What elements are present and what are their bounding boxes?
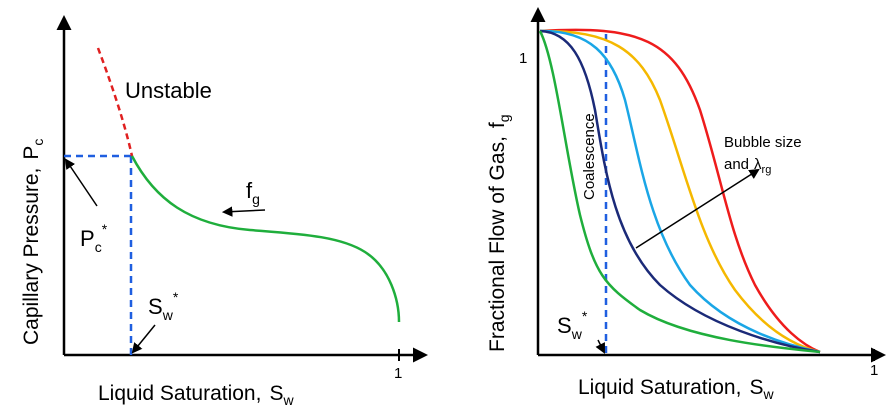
unstable-label: Unstable	[125, 78, 212, 103]
right-sw-star-label: Sw*	[557, 308, 588, 342]
right-panel: 1 1 Coalescence Bubble size and λrg Sw* L…	[486, 7, 886, 402]
right-sw-star-pointer	[595, 339, 605, 354]
curve-navy	[539, 29, 821, 354]
bubble-size-label: Bubble size	[724, 134, 802, 151]
stable-capillary-curve	[130, 155, 401, 323]
right-x-axis-title: Liquid Saturation, Sw	[578, 376, 774, 402]
coalescence-label: Coalescence	[581, 113, 598, 200]
left-fg-label: fg	[246, 178, 260, 207]
unstable-curve	[96, 47, 134, 157]
left-fg-arrow	[221, 206, 266, 217]
left-pc-star-label: Pc*	[80, 221, 108, 255]
left-x-tick-label: 1	[394, 365, 402, 382]
right-y-axis-title: Fractional Flow of Gas,fg	[486, 114, 512, 352]
left-x-axis-title: Liquid Saturation, Sw	[98, 382, 294, 408]
curve-cyan	[539, 29, 821, 354]
bubble-lambda-label: and λrg	[724, 156, 771, 176]
left-sw-star-label: Sw*	[148, 289, 179, 323]
left-y-axis-title: Capillary Pressure,Pc	[20, 139, 46, 345]
curve-red	[539, 28, 821, 354]
left-pc-star-pointer	[64, 158, 98, 207]
left-sw-star-pointer	[131, 324, 156, 354]
curve-yellow	[539, 29, 821, 354]
right-y-tick-label: 1	[519, 50, 527, 67]
left-panel: Unstable fg Pc* Sw* 1 Liquid Saturation,…	[20, 15, 428, 408]
bubble-size-arrow	[635, 168, 760, 249]
right-x-tick-label: 1	[870, 362, 878, 379]
curve-green	[538, 30, 821, 354]
